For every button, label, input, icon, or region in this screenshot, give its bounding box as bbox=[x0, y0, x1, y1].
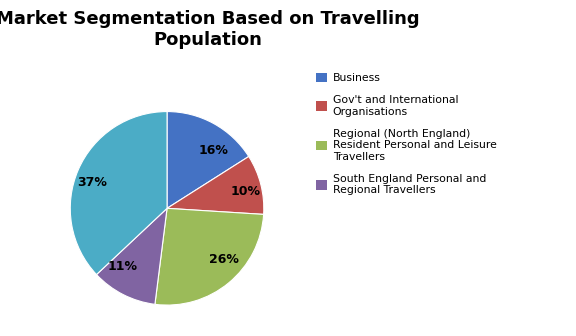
Text: 11%: 11% bbox=[107, 260, 137, 274]
Wedge shape bbox=[155, 208, 264, 305]
Wedge shape bbox=[167, 112, 249, 208]
Wedge shape bbox=[97, 208, 167, 304]
Text: Market Segmentation Based on Travelling
Population: Market Segmentation Based on Travelling … bbox=[0, 10, 419, 49]
Wedge shape bbox=[70, 112, 167, 275]
Text: 10%: 10% bbox=[231, 185, 261, 199]
Legend: Business, Gov't and International
Organisations, Regional (North England)
Reside: Business, Gov't and International Organi… bbox=[316, 73, 497, 195]
Text: 16%: 16% bbox=[199, 144, 229, 157]
Text: 37%: 37% bbox=[77, 176, 107, 189]
Text: 26%: 26% bbox=[209, 253, 239, 265]
Wedge shape bbox=[167, 157, 264, 214]
